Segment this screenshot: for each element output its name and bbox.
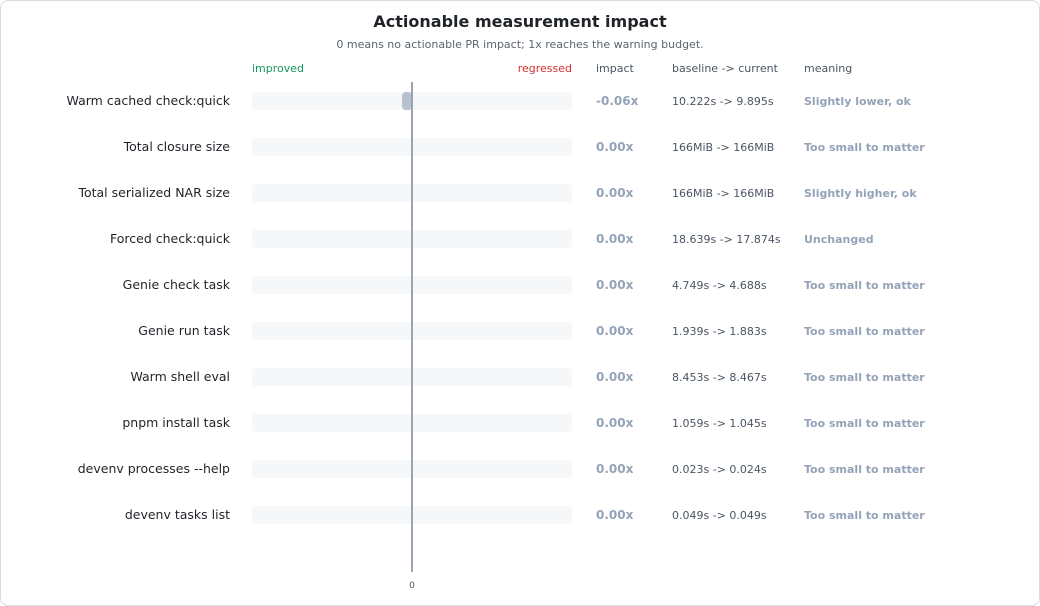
impact-value: 0.00x [596, 416, 634, 430]
impact-value: 0.00x [596, 324, 634, 338]
chart-subtitle: 0 means no actionable PR impact; 1x reac… [336, 38, 704, 51]
impact-value: 0.00x [596, 508, 634, 522]
meaning-text: Too small to matter [804, 509, 925, 522]
table-row: Forced check:quick 0.00x 18.639s -> 17.874… [0, 230, 1040, 248]
row-label: Warm shell eval [130, 369, 230, 384]
baseline-current-value: 166MiB -> 166MiB [672, 141, 775, 154]
impact-value: 0.00x [596, 140, 634, 154]
table-row: Warm cached check:quick -0.06x 10.222s -> … [0, 92, 1040, 110]
meaning-text: Too small to matter [804, 325, 925, 338]
impact-value: 0.00x [596, 370, 634, 384]
baseline-current-value: 8.453s -> 8.467s [672, 371, 767, 384]
impact-value: -0.06x [596, 94, 639, 108]
row-label: devenv processes --help [77, 461, 230, 476]
baseline-current-value: 0.023s -> 0.024s [672, 463, 767, 476]
baseline-current-value: 1.059s -> 1.045s [672, 417, 767, 430]
meaning-column-header: meaning [804, 62, 853, 75]
row-label: Forced check:quick [110, 231, 230, 246]
baseline-current-value: 1.939s -> 1.883s [672, 325, 767, 338]
row-label: Warm cached check:quick [66, 93, 230, 108]
baseline-current-value: 166MiB -> 166MiB [672, 187, 775, 200]
impact-value: 0.00x [596, 186, 634, 200]
impact-value: 0.00x [596, 232, 634, 246]
meaning-text: Too small to matter [804, 141, 925, 154]
row-label: Genie check task [122, 277, 230, 292]
table-row: devenv tasks list 0.00x 0.049s -> 0.049s To… [0, 506, 1040, 524]
meaning-text: Unchanged [804, 233, 874, 246]
table-row: Genie run task 0.00x 1.939s -> 1.883s Too s… [0, 322, 1040, 340]
row-label: Genie run task [138, 323, 230, 338]
improved-direction-label: improved [252, 62, 305, 75]
impact-value: 0.00x [596, 462, 634, 476]
zero-axis-line [411, 82, 413, 572]
baseline-current-value: 18.639s -> 17.874s [672, 233, 781, 246]
regressed-direction-label: regressed [517, 62, 572, 75]
row-label: pnpm install task [122, 415, 230, 430]
row-label: devenv tasks list [124, 507, 230, 522]
table-row: Warm shell eval 0.00x 8.453s -> 8.467s Too … [0, 368, 1040, 386]
table-row: Genie check task 0.00x 4.749s -> 4.688s Too… [0, 276, 1040, 294]
table-row: pnpm install task 0.00x 1.059s -> 1.045s To… [0, 414, 1040, 432]
baseline-current-value: 4.749s -> 4.688s [672, 279, 767, 292]
meaning-text: Too small to matter [804, 463, 925, 476]
meaning-text: Slightly lower, ok [804, 95, 911, 108]
baseline-column-header: baseline -> current [672, 62, 778, 75]
row-label: Total closure size [123, 139, 230, 154]
impact-value: 0.00x [596, 278, 634, 292]
impact-bar [402, 92, 412, 110]
table-row: devenv processes --help 0.00x 0.023s -> 0.… [0, 460, 1040, 478]
meaning-text: Too small to matter [804, 417, 925, 430]
table-row: Total serialized NAR size 0.00x 166MiB -> … [0, 184, 1040, 202]
baseline-current-value: 0.049s -> 0.049s [672, 509, 767, 522]
chart-title: Actionable measurement impact [373, 12, 667, 31]
meaning-text: Too small to matter [804, 371, 925, 384]
row-label: Total serialized NAR size [78, 185, 230, 200]
x-tick-label: 0 [409, 581, 415, 591]
table-row: Total closure size 0.00x 166MiB -> 166MiB T… [0, 138, 1040, 156]
baseline-current-value: 10.222s -> 9.895s [672, 95, 774, 108]
impact-column-header: impact [596, 62, 634, 75]
meaning-text: Slightly higher, ok [804, 187, 917, 200]
meaning-text: Too small to matter [804, 279, 925, 292]
